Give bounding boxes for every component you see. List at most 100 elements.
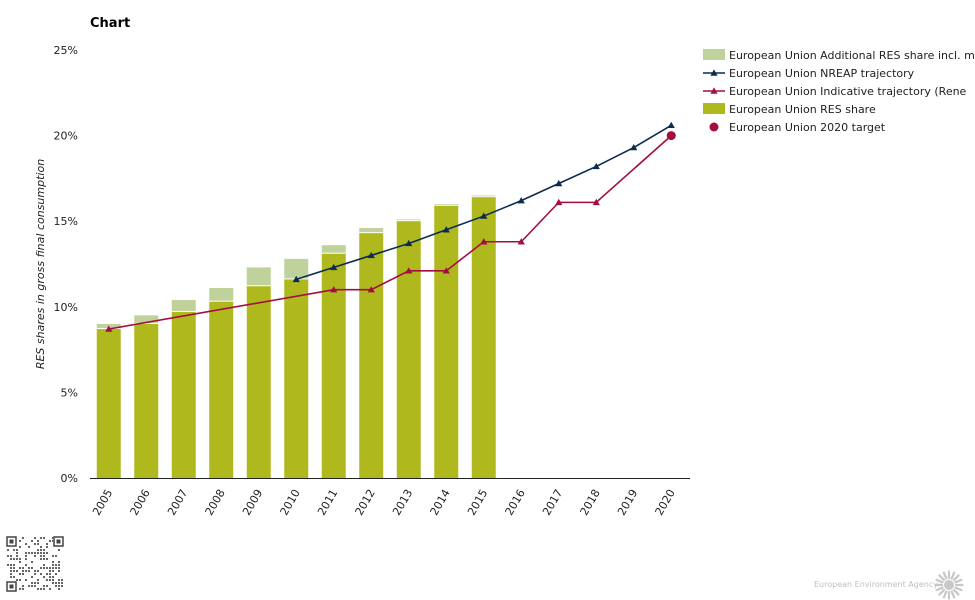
qr-module — [19, 561, 21, 563]
bar-additional-res — [321, 245, 346, 253]
qr-module — [52, 555, 54, 557]
qr-module — [58, 567, 60, 569]
qr-module — [13, 558, 15, 560]
bar-res-share — [96, 329, 121, 478]
x-tick-label: 2005 — [90, 487, 115, 518]
qr-module — [19, 540, 21, 542]
qr-module — [61, 582, 63, 584]
nreap-trajectory-point — [480, 212, 488, 219]
qr-module — [34, 573, 36, 575]
indicative-trajectory-point — [367, 286, 375, 293]
qr-module — [28, 552, 30, 554]
qr-module — [31, 576, 33, 578]
qr-module — [55, 564, 57, 566]
qr-module — [49, 570, 51, 572]
qr-module — [52, 582, 54, 584]
qr-module — [37, 543, 39, 545]
indicative-trajectory-point — [480, 238, 488, 245]
bar-additional-res — [434, 204, 459, 205]
qr-module — [46, 567, 48, 569]
lines-layer — [105, 121, 676, 332]
qr-module — [43, 537, 45, 539]
x-tick-label: 2015 — [465, 487, 490, 518]
qr-module — [52, 537, 54, 539]
qr-module — [46, 546, 48, 548]
qr-module — [34, 552, 36, 554]
legend[interactable]: European Union Additional RES share incl… — [703, 49, 975, 134]
qr-module — [19, 579, 21, 581]
bar-res-share — [359, 233, 384, 478]
qr-module — [10, 564, 12, 566]
qr-module — [43, 564, 45, 566]
qr-module — [46, 552, 48, 554]
indicative-trajectory-point — [442, 267, 450, 274]
qr-module — [37, 588, 39, 590]
logo-ray — [950, 590, 956, 599]
qr-module — [25, 558, 27, 560]
qr-module — [31, 540, 33, 542]
bar-additional-res — [134, 315, 159, 323]
x-tick-label: 2006 — [128, 487, 153, 518]
qr-module — [49, 567, 51, 569]
x-tick-label: 2016 — [503, 487, 528, 518]
footer-credit: European Environment Agency — [814, 580, 938, 589]
qr-module — [19, 546, 21, 548]
nreap-trajectory-point — [555, 179, 563, 187]
chart-title: Chart — [90, 16, 131, 31]
bar-additional-res — [471, 195, 496, 197]
logo-ray — [935, 578, 944, 584]
qr-module — [43, 552, 45, 554]
bar-additional-res — [284, 258, 309, 279]
bar-res-share — [246, 286, 271, 478]
qr-module — [16, 555, 18, 557]
qr-module — [40, 555, 42, 557]
nreap-trajectory-point — [330, 263, 338, 271]
qr-module — [19, 573, 21, 575]
logo-ray — [954, 578, 963, 584]
qr-module — [58, 588, 60, 590]
qr-module — [52, 576, 54, 578]
y-axis-title: RES shares in gross final consumption — [34, 159, 47, 369]
qr-module — [46, 558, 48, 560]
qr-module — [40, 537, 42, 539]
qr-module — [34, 537, 36, 539]
qr-module — [52, 564, 54, 566]
qr-module — [10, 555, 12, 557]
qr-module — [58, 582, 60, 584]
indicative-trajectory-point — [105, 325, 113, 332]
bar-additional-res — [359, 228, 384, 233]
logo-ray — [938, 574, 946, 582]
logo-ray — [954, 586, 963, 592]
qr-module — [58, 570, 60, 572]
qr-module — [16, 579, 18, 581]
qr-module — [31, 561, 33, 563]
qr-module — [58, 579, 60, 581]
qr-module — [16, 558, 18, 560]
legend-swatch — [703, 103, 725, 114]
qr-module — [13, 570, 15, 572]
x-tick-label: 2010 — [278, 487, 303, 518]
qr-module — [52, 579, 54, 581]
qr-module — [34, 585, 36, 587]
qr-module — [22, 573, 24, 575]
qr-module — [19, 567, 21, 569]
qr-module — [40, 567, 42, 569]
bar-res-share — [284, 279, 309, 478]
logo-ray — [935, 586, 944, 592]
indicative-trajectory-line — [108, 135, 672, 330]
qr-module — [43, 588, 45, 590]
x-tick-label: 2020 — [653, 487, 678, 518]
x-tick-label: 2019 — [615, 487, 640, 518]
qr-module — [52, 570, 54, 572]
qr-module — [52, 561, 54, 563]
qr-module — [40, 549, 42, 551]
qr-module — [31, 567, 33, 569]
qr-module — [37, 582, 39, 584]
qr-module — [58, 549, 60, 551]
qr-module — [49, 588, 51, 590]
qr-module — [10, 573, 12, 575]
qr-module — [55, 585, 57, 587]
logo-ray — [952, 574, 960, 582]
qr-module — [40, 573, 42, 575]
